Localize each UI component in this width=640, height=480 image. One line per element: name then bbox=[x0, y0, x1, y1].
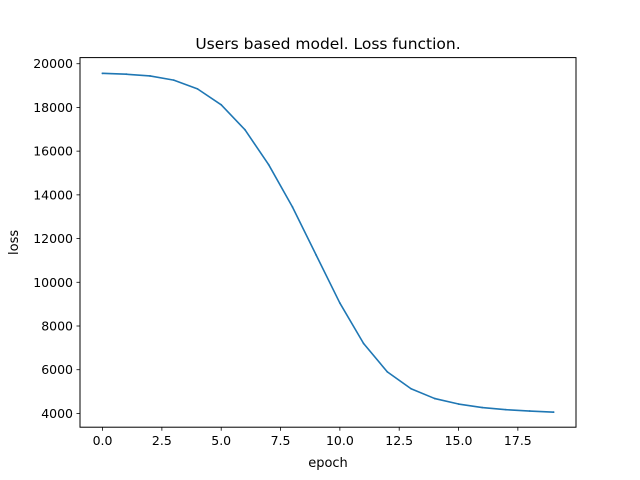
y-tick-label: 4000 bbox=[41, 406, 73, 421]
x-tick-label: 12.5 bbox=[385, 433, 413, 448]
loss-data-point bbox=[338, 302, 341, 304]
x-tick-label: 17.5 bbox=[504, 433, 532, 448]
y-tick-label: 8000 bbox=[41, 319, 73, 334]
loss-data-point bbox=[552, 411, 555, 414]
y-tick-label: 16000 bbox=[33, 144, 73, 159]
x-tick-label: 5.0 bbox=[211, 433, 231, 448]
y-tick-label: 10000 bbox=[33, 275, 73, 290]
loss-series-line bbox=[101, 72, 555, 413]
loss-data-point bbox=[149, 75, 151, 77]
x-tick-label: 2.5 bbox=[152, 433, 172, 448]
loss-data-point bbox=[172, 79, 175, 82]
y-tick-label: 20000 bbox=[33, 56, 73, 71]
loss-data-point bbox=[433, 397, 436, 400]
y-tick-label: 6000 bbox=[41, 362, 73, 377]
x-axis-ticks: 0.0 2.5 5.0 7.5 10.0 12.5 15.0 17.5 bbox=[93, 427, 532, 448]
y-tick-label: 14000 bbox=[33, 187, 73, 202]
loss-data-point bbox=[505, 408, 507, 411]
loss-data-point bbox=[362, 342, 365, 345]
y-tick-label: 12000 bbox=[33, 231, 73, 246]
loss-data-point bbox=[101, 72, 104, 75]
loss-data-point bbox=[410, 387, 412, 390]
plot-frame bbox=[79, 57, 577, 428]
x-tick-label: 7.5 bbox=[271, 433, 291, 448]
loss-data-point bbox=[315, 254, 318, 256]
x-tick-label: 10.0 bbox=[326, 433, 354, 448]
loss-data-point bbox=[291, 205, 294, 208]
loss-data-point bbox=[386, 371, 389, 373]
x-tick-label: 0.0 bbox=[93, 433, 113, 448]
loss-data-point bbox=[267, 163, 270, 166]
chart-title: Users based model. Loss function. bbox=[195, 35, 460, 53]
loss-data-point bbox=[481, 406, 484, 409]
y-axis-label: loss bbox=[7, 230, 22, 255]
loss-data-point bbox=[244, 128, 246, 131]
loss-data-point bbox=[457, 403, 460, 405]
loss-data-point bbox=[220, 103, 223, 106]
y-axis-ticks: 4000 6000 8000 10000 12000 14000 16000 18000 200… bbox=[33, 56, 80, 421]
loss-data-point bbox=[528, 410, 531, 412]
loss-data-point bbox=[125, 73, 128, 76]
y-tick-label: 18000 bbox=[33, 100, 73, 115]
loss-data-point bbox=[196, 87, 199, 90]
x-axis-label: epoch bbox=[308, 456, 348, 471]
x-tick-label: 15.0 bbox=[445, 433, 473, 448]
series-layer bbox=[101, 72, 555, 414]
